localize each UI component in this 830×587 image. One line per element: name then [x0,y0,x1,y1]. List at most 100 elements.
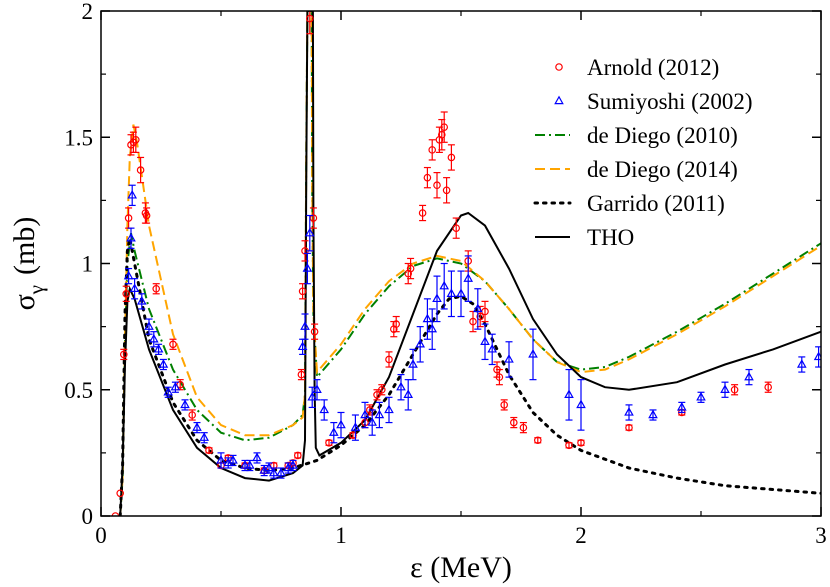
legend-label-arnold-2012: Arnold (2012) [587,55,719,80]
y-axis-title-symbol: σ [8,294,41,310]
arnold-2012-point [476,312,485,321]
series-line-garrido-2011 [118,238,821,516]
sumiyoshi-2002-point [360,409,370,419]
sumiyoshi-2002-point [648,409,658,419]
sumiyoshi-2002-point [319,404,330,414]
sumiyoshi-2002-point [123,270,134,280]
axes-layer: 0 1 2 3 0 0.5 1 1.5 2 [64,0,827,548]
arnold-2012-point [495,373,504,381]
sumiyoshi-2002-point [504,354,514,363]
sumiyoshi-2002-point [576,399,586,409]
arnold-2012-point [565,441,573,450]
arnold-2012-point [377,385,386,394]
x-axis-title: ε (MeV) [410,551,512,584]
legend-marker-arnold-2012 [555,63,563,71]
sumiyoshi-2002-point [127,189,138,199]
sumiyoshi-2002-point [696,391,706,401]
arnold-2012-point [500,401,509,409]
arnold-2012-point [129,138,138,147]
sumiyoshi-2002-point [564,389,574,398]
sumiyoshi-2002-point [312,384,322,393]
arnold-2012-point [625,423,633,432]
arnold-2012-point [577,438,585,447]
sumiyoshi-2002-point [170,381,181,391]
arnold-2012-point [310,327,319,336]
y-axis-title-subscript: γ [24,285,48,295]
y-tick-label: 1.5 [64,125,93,150]
arnold-2012-point [122,289,131,298]
sumiyoshi-2002-point [126,232,136,242]
sumiyoshi-2002-point [367,417,378,426]
arnold-2012-point [406,264,415,273]
sumiyoshi-2002-point [252,452,262,462]
arnold-2012-point [298,287,307,296]
arnold-2012-point [169,340,177,349]
legend-label-tho: THO [587,225,634,250]
sumiyoshi-2002-point [148,333,159,343]
arnold-2012-point [116,489,125,498]
sumiyoshi-2002-point [264,462,274,472]
sumiyoshi-2002-point [439,280,450,290]
sumiyoshi-2002-point [408,359,418,368]
x-tick-label: 0 [95,523,107,548]
sumiyoshi-2002-point [487,343,498,353]
arnold-2012-point [418,209,427,217]
arnold-2012-point [385,355,393,364]
sumiyoshi-2002-point [676,401,687,411]
sumiyoshi-2002-point [456,288,466,297]
sumiyoshi-2002-point [268,467,279,477]
sumiyoshi-2002-point [350,422,361,431]
legend: Arnold (2012) Sumiyoshi (2002) de Diego (2… [533,55,752,250]
sumiyoshi-2002-point [240,460,250,469]
arnold-2012-point [297,370,306,379]
sumiyoshi-2002-point [472,303,483,313]
sumiyoshi-2002-point [136,295,147,305]
sumiyoshi-2002-point [129,283,140,292]
y-tick-label: 0.5 [64,378,93,403]
sumiyoshi-2002-point [446,288,457,297]
arnold-2012-point [305,14,314,23]
sumiyoshi-2002-point [720,384,730,393]
series-line-tho [119,11,821,516]
legend-label-de-diego-2010: de Diego (2010) [587,123,738,148]
sumiyoshi-2002-point [216,455,226,464]
x-tick-label: 3 [815,523,827,548]
arnold-2012-point [509,418,518,427]
sumiyoshi-2002-point [422,313,433,323]
sumiyoshi-2002-point [199,432,210,441]
legend-label-garrido-2011: Garrido (2011) [587,191,725,216]
sumiyoshi-2002-point [304,227,315,237]
arnold-2012-point [730,385,739,394]
sumiyoshi-2002-point [528,348,538,358]
arnold-2012-point [205,446,213,455]
sumiyoshi-2002-point [153,343,164,353]
sumiyoshi-2002-point [415,338,426,348]
legend-label-sumiyoshi-2002: Sumiyoshi (2002) [587,89,752,114]
arnold-2012-point [442,186,451,195]
sumiyoshi-2002-point [374,409,385,419]
sumiyoshi-2002-point [336,419,346,429]
sumiyoshi-2002-point [144,321,154,330]
sumiyoshi-2002-point [480,336,490,345]
arnold-2012-point [152,284,161,293]
x-tick-label: 1 [335,523,347,548]
arnold-2012-point [519,423,528,432]
sumiyoshi-2002-point [427,323,438,333]
arnold-2012-point [533,436,542,445]
svg-text:σγ(mb): σγ (mb) [8,217,48,311]
sumiyoshi-2002-point [403,389,414,398]
arnold-2012-point [452,224,461,232]
sumiyoshi-2002-point [163,386,174,396]
arnold-2012-point [142,211,151,220]
sumiyoshi-2002-point [300,321,310,330]
arnold-2012-point [392,320,401,328]
y-axis-title: σγ (mb) [8,217,48,311]
sumiyoshi-2002-point [228,455,238,464]
arnold-2012-point [433,181,441,190]
arnold-2012-point [469,317,477,326]
sumiyoshi-2002-point [244,460,255,469]
sumiyoshi-2002-point [158,359,169,368]
sumiyoshi-2002-point [302,263,313,272]
arnold-2012-point [447,153,456,162]
sumiyoshi-2002-point [396,381,406,391]
